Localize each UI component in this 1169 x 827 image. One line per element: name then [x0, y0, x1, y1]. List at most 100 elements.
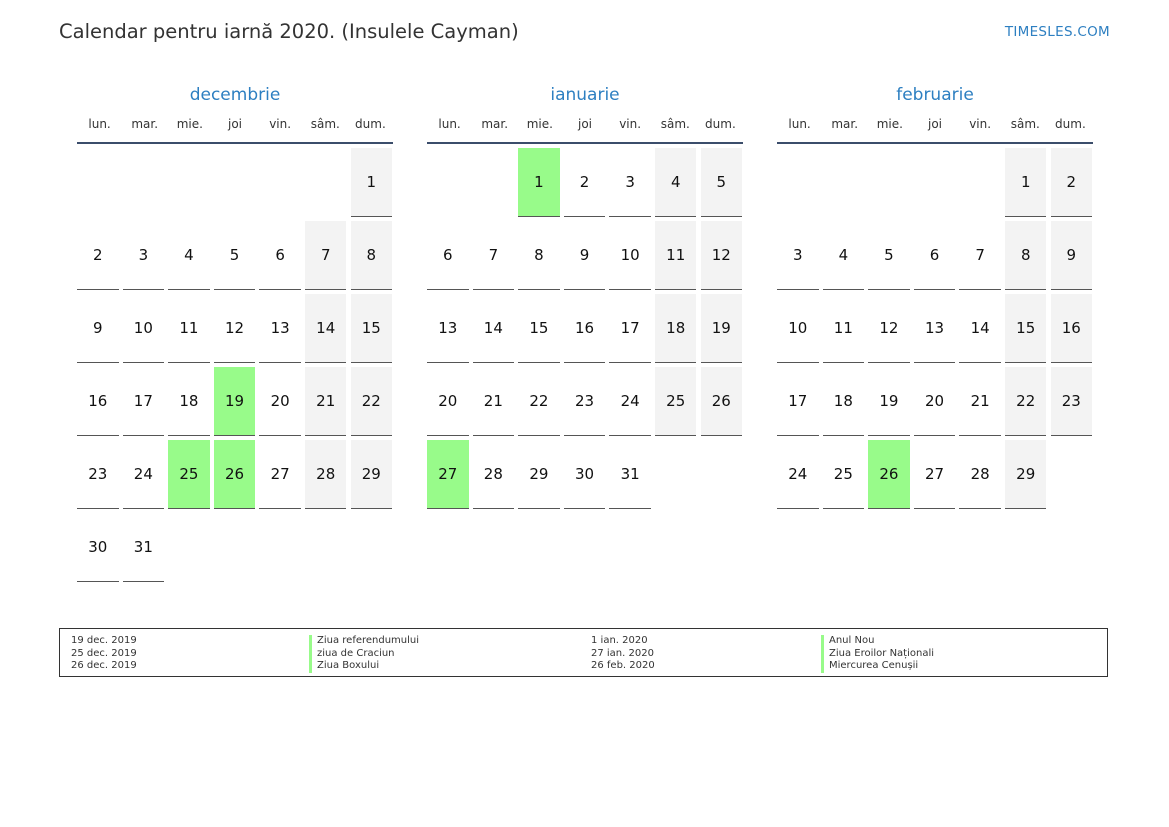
- day-cell: 15: [350, 294, 393, 363]
- weekday-label: lun.: [88, 117, 111, 131]
- day-cell: 11: [822, 294, 865, 363]
- day-cell: 28: [304, 440, 347, 509]
- day-cell: 7: [959, 221, 1001, 290]
- day-cell: 11: [168, 294, 210, 363]
- weekday-label: joi: [227, 117, 242, 131]
- empty-cell: [214, 148, 256, 217]
- weekday-label: mie.: [176, 117, 203, 131]
- day-cell: 28: [472, 440, 515, 509]
- legend-date: 27 ian. 2020: [591, 647, 654, 659]
- month-name: ianuarie: [550, 85, 620, 105]
- day-cell: 21: [304, 367, 347, 436]
- day-cell: 6: [913, 221, 956, 290]
- day-cell: 27: [913, 440, 956, 509]
- day-cell: 25: [654, 367, 697, 436]
- empty-cell: [473, 148, 515, 217]
- empty-cell: [77, 148, 119, 217]
- day-cell: 15: [1004, 294, 1047, 363]
- weekday-label: sâm.: [310, 117, 340, 131]
- legend-names-left: Ziua referendumului ziua de Craciun Ziua…: [309, 635, 419, 673]
- legend-date: 1 ian. 2020: [591, 635, 648, 646]
- empty-cell: [305, 148, 347, 217]
- holiday-day-cell: 19: [213, 367, 256, 436]
- day-cell: 13: [913, 294, 956, 363]
- day-cell: 8: [1004, 221, 1047, 290]
- day-cell: 9: [1050, 221, 1093, 290]
- day-cell: 21: [959, 367, 1001, 436]
- day-cell: 3: [609, 148, 651, 217]
- day-cell: 2: [563, 148, 606, 217]
- weekday-label: dum.: [355, 117, 386, 131]
- day-cell: 3: [122, 221, 165, 290]
- site-link[interactable]: TIMESLES.COM: [1004, 24, 1110, 40]
- day-cell: 14: [472, 294, 515, 363]
- day-cell: 27: [259, 440, 301, 509]
- day-cell: 22: [518, 367, 560, 436]
- weekday-label: joi: [577, 117, 592, 131]
- day-cell: 8: [350, 221, 393, 290]
- day-cell: 4: [822, 221, 865, 290]
- legend-holiday-name: Ziua Eroilor Naționali: [821, 647, 934, 660]
- weekday-label: mar.: [481, 117, 509, 131]
- day-cell: 19: [700, 294, 743, 363]
- day-cell: 2: [77, 221, 119, 290]
- legend-dates-left: 19 dec. 2019 25 dec. 2019 26 dec. 2019: [71, 635, 137, 673]
- day-cell: 20: [259, 367, 301, 436]
- holiday-day-cell: 26: [868, 440, 910, 509]
- month-name: februarie: [896, 85, 974, 105]
- day-cell: 8: [518, 221, 560, 290]
- weekday-label: sâm.: [660, 117, 690, 131]
- day-cell: 18: [822, 367, 865, 436]
- day-grid: 1 2 3 4 5 6 7 8 9 10 11 12 13 14 15 16 17 18 19 20 21 22 23 24 2…: [427, 148, 743, 509]
- weekday-label: vin.: [969, 117, 992, 131]
- day-cell: 5: [868, 221, 910, 290]
- holiday-day-cell: 1: [518, 148, 560, 217]
- day-cell: 14: [304, 294, 347, 363]
- day-cell: 11: [654, 221, 697, 290]
- empty-cell: [914, 148, 956, 217]
- legend-dates-right: 1 ian. 2020 27 ian. 2020 26 feb. 2020: [591, 635, 655, 673]
- day-cell: 7: [304, 221, 347, 290]
- day-cell: 16: [1050, 294, 1093, 363]
- weekday-label: mar.: [131, 117, 159, 131]
- weekday-label: sâm.: [1010, 117, 1040, 131]
- weekday-label: dum.: [1055, 117, 1086, 131]
- day-cell: 1: [1004, 148, 1047, 217]
- weekday-label: lun.: [788, 117, 811, 131]
- legend-date: 26 dec. 2019: [71, 660, 137, 671]
- day-cell: 16: [563, 294, 606, 363]
- day-cell: 21: [472, 367, 515, 436]
- day-cell: 12: [868, 294, 910, 363]
- day-cell: 4: [168, 221, 210, 290]
- day-cell: 9: [563, 221, 606, 290]
- day-cell: 12: [700, 221, 743, 290]
- day-cell: 28: [959, 440, 1001, 509]
- weekday-header: lun. mar. mie. joi vin. sâm. dum.: [427, 114, 743, 144]
- legend-holiday-name: Ziua Boxului: [309, 660, 419, 673]
- weekday-label: dum.: [705, 117, 736, 131]
- day-cell: 24: [777, 440, 819, 509]
- day-cell: 10: [122, 294, 165, 363]
- day-cell: 16: [77, 367, 119, 436]
- empty-cell: [259, 148, 301, 217]
- day-cell: 14: [959, 294, 1001, 363]
- legend-holiday-name: Miercurea Cenușii: [821, 660, 934, 673]
- day-cell: 5: [213, 221, 256, 290]
- day-cell: 5: [700, 148, 743, 217]
- day-cell: 25: [822, 440, 865, 509]
- day-cell: 30: [563, 440, 606, 509]
- empty-cell: [868, 148, 910, 217]
- day-cell: 17: [609, 294, 651, 363]
- day-cell: 22: [1004, 367, 1047, 436]
- day-cell: 26: [700, 367, 743, 436]
- day-cell: 12: [213, 294, 256, 363]
- day-cell: 10: [609, 221, 651, 290]
- day-cell: 29: [1004, 440, 1047, 509]
- day-cell: 18: [654, 294, 697, 363]
- day-cell: 7: [472, 221, 515, 290]
- day-cell: 29: [518, 440, 560, 509]
- day-cell: 13: [259, 294, 301, 363]
- day-cell: 20: [427, 367, 469, 436]
